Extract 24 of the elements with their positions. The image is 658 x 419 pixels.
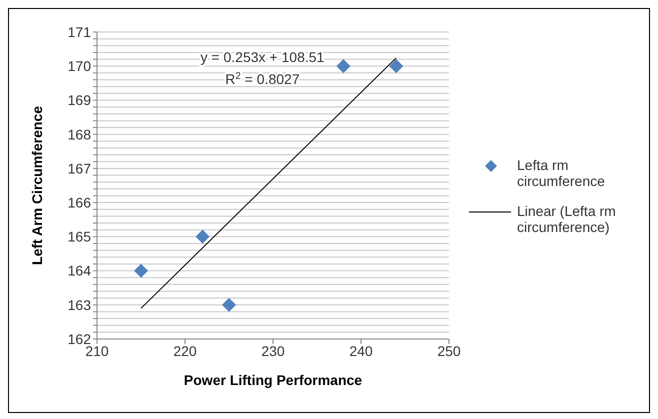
legend-label: Linear (Lefta rm circumference): [517, 203, 617, 235]
y-tick-label: 168: [68, 126, 92, 142]
point: [134, 264, 148, 278]
y-tick-label: 169: [68, 92, 92, 108]
point: [222, 298, 236, 312]
y-tick-label: 166: [68, 194, 92, 211]
x-tick-label: 230: [261, 342, 285, 359]
y-axis-title: Left Arm Circumference: [28, 106, 45, 265]
x-axis-title: Power Lifting Performance: [184, 372, 362, 388]
x-tick-label: 250: [437, 342, 461, 359]
y-tick-label: 163: [68, 296, 92, 313]
point: [336, 59, 350, 74]
y-tick-label: 171: [68, 24, 92, 40]
x-tick-label: 220: [173, 342, 197, 359]
y-tick-label: 164: [68, 262, 92, 279]
annotation: R$^{2}$ = 0.8027: [225, 70, 300, 87]
y-tick-label: 167: [68, 160, 92, 176]
annotation: y = 0.253x + 108.51: [200, 49, 325, 65]
point: [389, 59, 404, 74]
y-tick-label: 170: [68, 58, 92, 74]
x-tick-label: 240: [349, 342, 373, 359]
y-tick-label: 165: [68, 228, 92, 245]
legend-label: Lefta rm circumference: [517, 157, 606, 189]
point: [196, 230, 210, 244]
